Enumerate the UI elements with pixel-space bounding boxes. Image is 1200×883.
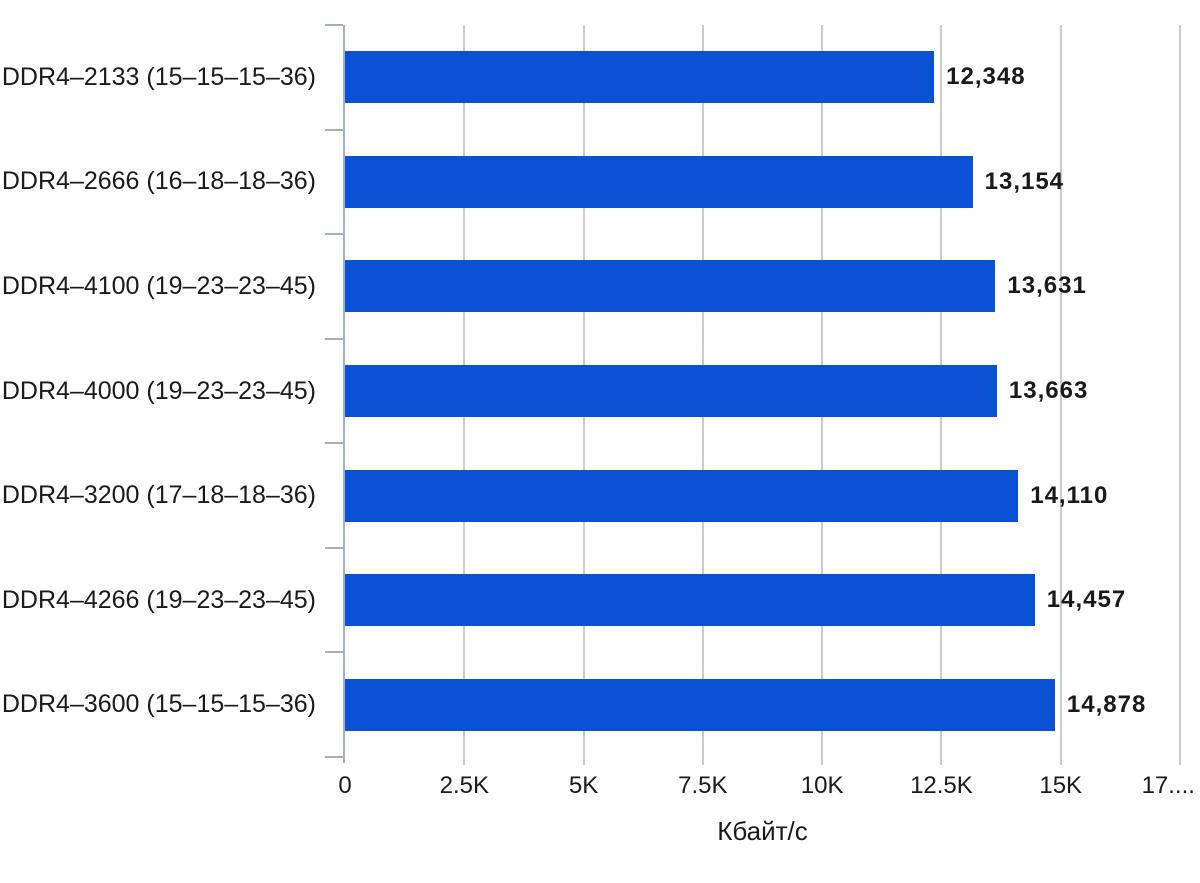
bar-value-label: 12,348 (946, 63, 1026, 91)
y-axis-tick (325, 442, 343, 445)
y-axis-tick (325, 233, 343, 236)
gridline (1179, 25, 1181, 765)
bar (345, 678, 1055, 731)
bar-value-label: 14,457 (1046, 586, 1127, 614)
x-axis-tick-label: 17.... (1141, 772, 1195, 799)
bar-value-label: 14,878 (1066, 690, 1147, 718)
x-axis-tick-label: 15K (1039, 772, 1083, 799)
category-label: DDR4–3600 (15–15–15–36) (1, 690, 316, 719)
bar-value-label: 13,631 (1007, 272, 1087, 300)
gridline (1059, 25, 1062, 765)
bar (345, 574, 1035, 627)
x-axis-tick-label: 12.5K (910, 772, 973, 799)
y-axis (343, 25, 345, 763)
category-label: DDR4–2133 (15–15–15–36) (1, 62, 316, 91)
y-axis-tick (325, 546, 343, 549)
x-axis-tick-label: 2.5K (439, 772, 489, 799)
category-label: DDR4–4100 (19–23–23–45) (1, 271, 316, 300)
category-label: DDR4–3200 (17–18–18–36) (1, 481, 316, 510)
y-axis-tick (325, 651, 343, 654)
category-label: DDR4–4000 (19–23–23–45) (1, 376, 316, 405)
bar-value-label: 13,663 (1008, 377, 1089, 404)
bar (345, 51, 935, 104)
category-label: DDR4–2666 (16–18–18–36) (1, 167, 316, 196)
y-axis-tick (325, 337, 343, 340)
x-axis-tick-label: 7.5K (678, 772, 728, 799)
y-axis-tick (325, 756, 343, 758)
bar (345, 365, 997, 417)
bar (345, 155, 973, 208)
x-axis-tick-label: 10K (800, 772, 844, 799)
x-axis-title: Кбайт/с (717, 816, 808, 846)
bar (345, 469, 1019, 522)
y-axis-tick (325, 24, 343, 26)
bar-value-label: 13,154 (984, 167, 1065, 195)
x-axis-tick-label: 0 (338, 772, 352, 799)
y-axis-tick (325, 128, 343, 131)
category-label: DDR4–4266 (19–23–23–45) (1, 585, 316, 614)
bar-value-label: 14,110 (1030, 481, 1109, 509)
x-axis-tick-label: 5K (568, 772, 599, 799)
bar (345, 260, 996, 313)
